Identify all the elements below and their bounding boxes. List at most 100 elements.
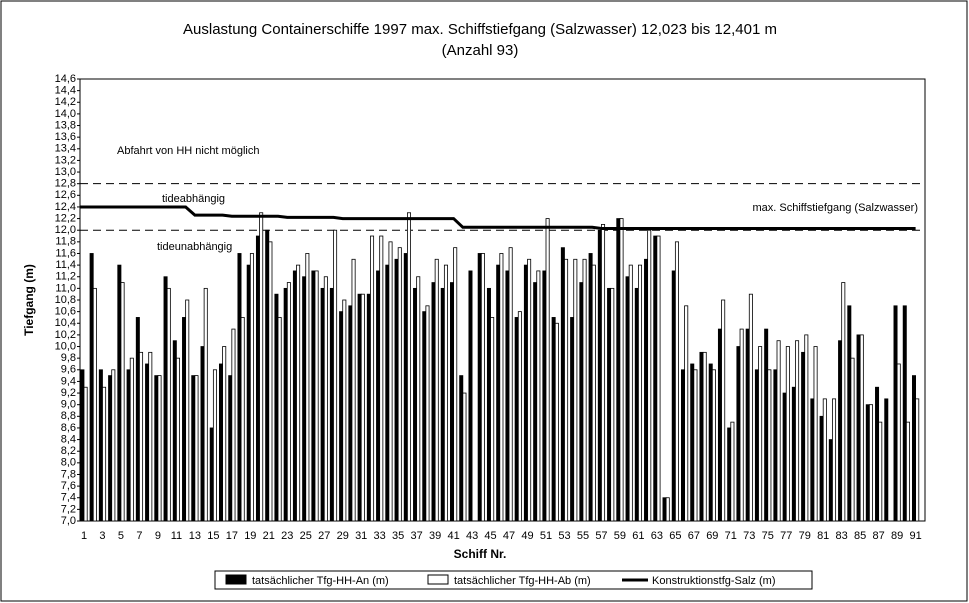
bar [884, 398, 889, 522]
y-tick-label: 10,6 [55, 306, 76, 318]
bar [443, 264, 448, 522]
annotation: tideabhängig [162, 193, 225, 205]
legend-label: Konstruktionstfg-Salz (m) [652, 575, 775, 587]
y-tick-label: 8,6 [61, 422, 76, 434]
y-tick-label: 11,6 [55, 247, 76, 259]
bar [647, 229, 652, 522]
bar [628, 264, 633, 522]
bar [638, 264, 643, 522]
x-tick-label: 15 [207, 530, 219, 542]
bar [828, 439, 833, 522]
bar [671, 270, 676, 522]
bar [912, 375, 917, 522]
bar [527, 258, 532, 522]
x-tick-label: 67 [688, 530, 700, 542]
bar [674, 241, 679, 522]
x-tick-label: 49 [521, 530, 533, 542]
bar [607, 287, 612, 522]
bar [462, 392, 467, 522]
bar [795, 340, 800, 522]
bar [218, 363, 223, 522]
bar [459, 375, 464, 522]
y-tick-label: 7,4 [61, 492, 76, 504]
bar [764, 328, 769, 522]
y-tick-label: 8,2 [61, 445, 76, 457]
bar [496, 264, 501, 522]
y-tick-label: 8,4 [61, 433, 76, 445]
x-tick-label: 33 [374, 530, 386, 542]
bar [394, 258, 399, 522]
bar [265, 229, 270, 522]
y-tick-label: 7,6 [61, 480, 76, 492]
x-tick-label: 75 [762, 530, 774, 542]
x-tick-label: 79 [799, 530, 811, 542]
bar [560, 247, 565, 522]
y-tick-label: 13,4 [55, 143, 76, 155]
bar [767, 369, 772, 522]
bar [351, 258, 356, 522]
bar [601, 223, 606, 522]
bar [139, 351, 144, 522]
y-tick-label: 14,6 [55, 73, 76, 85]
y-tick-label: 11,8 [55, 236, 76, 248]
bar [296, 264, 301, 522]
y-tick-label: 10,2 [55, 329, 76, 341]
bar [625, 276, 630, 522]
bar [813, 346, 818, 522]
y-tick-label: 9,8 [61, 352, 76, 364]
y-axis-title: Tiefgang (m) [22, 264, 36, 336]
x-tick-label: 55 [577, 530, 589, 542]
y-tick-label: 7,0 [61, 515, 76, 527]
bar [357, 293, 362, 522]
bar [748, 293, 753, 522]
x-tick-label: 73 [743, 530, 755, 542]
bar [92, 287, 97, 522]
bar [305, 253, 310, 522]
bar [255, 235, 260, 522]
bar [754, 369, 759, 522]
x-tick-label: 65 [669, 530, 681, 542]
bar [283, 287, 288, 522]
bar [286, 282, 291, 522]
x-tick-label: 7 [136, 530, 142, 542]
bar [619, 218, 624, 522]
bar [145, 363, 150, 522]
x-tick-label: 39 [429, 530, 441, 542]
bar [893, 305, 898, 522]
bar [681, 369, 686, 522]
x-tick-label: 21 [263, 530, 275, 542]
bar [403, 253, 408, 522]
y-tick-label: 12,4 [55, 201, 76, 213]
chart-title: Auslastung Containerschiffe 1997 max. Sc… [183, 21, 777, 38]
x-tick-label: 47 [503, 530, 515, 542]
bar [376, 270, 381, 522]
bar [246, 264, 251, 522]
bar [832, 398, 837, 522]
x-axis-title: Schiff Nr. [454, 547, 507, 561]
bar [690, 363, 695, 522]
bar [108, 375, 113, 522]
bar [240, 317, 245, 522]
bar [702, 351, 707, 522]
x-tick-label: 91 [909, 530, 921, 542]
bar [514, 317, 519, 522]
x-tick-label: 17 [226, 530, 238, 542]
y-tick-label: 13,0 [55, 166, 76, 178]
bar [653, 235, 658, 522]
bar [385, 264, 390, 522]
bar [730, 421, 735, 522]
bar [231, 328, 236, 522]
y-tick-label: 9,6 [61, 364, 76, 376]
bar [135, 317, 140, 522]
bar [191, 375, 196, 522]
x-tick-label: 35 [392, 530, 404, 542]
x-tick-label: 59 [614, 530, 626, 542]
x-tick-label: 37 [411, 530, 423, 542]
bar [259, 212, 264, 522]
bar [89, 253, 94, 522]
x-tick-label: 81 [817, 530, 829, 542]
bar [591, 264, 596, 522]
bar [222, 346, 227, 522]
bar [847, 305, 852, 522]
y-tick-label: 11,2 [55, 271, 76, 283]
